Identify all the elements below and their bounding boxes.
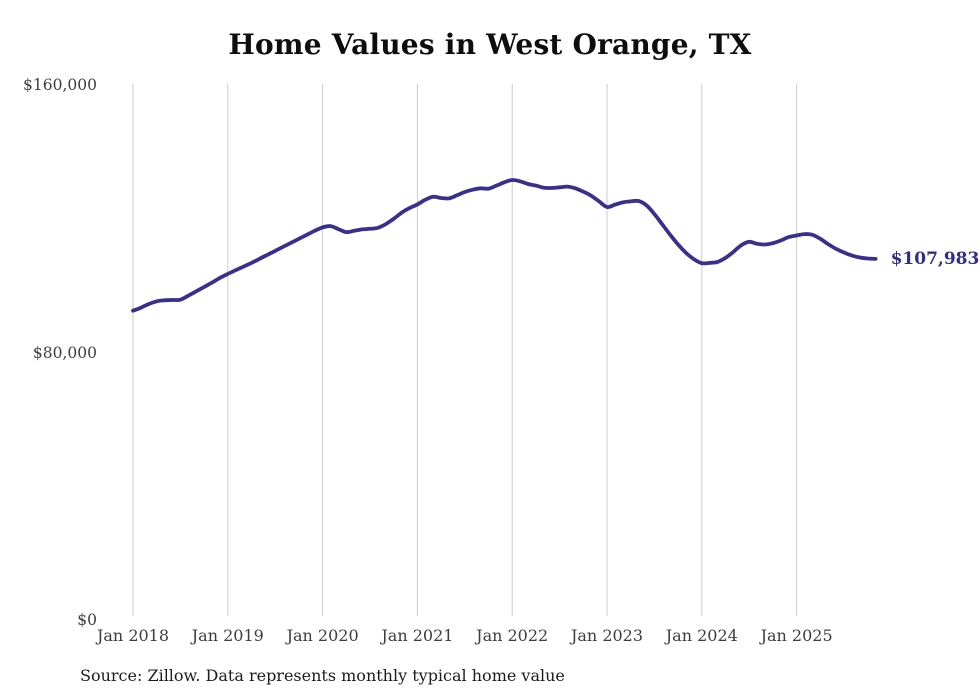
x-tick-label: Jan 2021	[381, 626, 454, 645]
x-tick-label: Jan 2020	[286, 626, 359, 645]
chart-title: Home Values in West Orange, TX	[228, 28, 752, 61]
x-tick-label: Jan 2018	[96, 626, 170, 645]
y-tick-label: $0	[77, 611, 97, 629]
y-tick-label: $80,000	[32, 343, 97, 362]
latest-value-label: $107,983	[890, 248, 980, 269]
home-value-line	[131, 178, 878, 313]
y-tick-label: $160,000	[23, 76, 97, 94]
x-tick-label: Jan 2023	[570, 626, 644, 645]
x-tick-label: Jan 2019	[191, 626, 264, 645]
source-note: Source: Zillow. Data represents monthly …	[80, 666, 565, 685]
x-tick-label: Jan 2025	[760, 626, 833, 645]
x-tick-label: Jan 2024	[665, 626, 738, 645]
x-tick-label: Jan 2022	[476, 626, 549, 645]
